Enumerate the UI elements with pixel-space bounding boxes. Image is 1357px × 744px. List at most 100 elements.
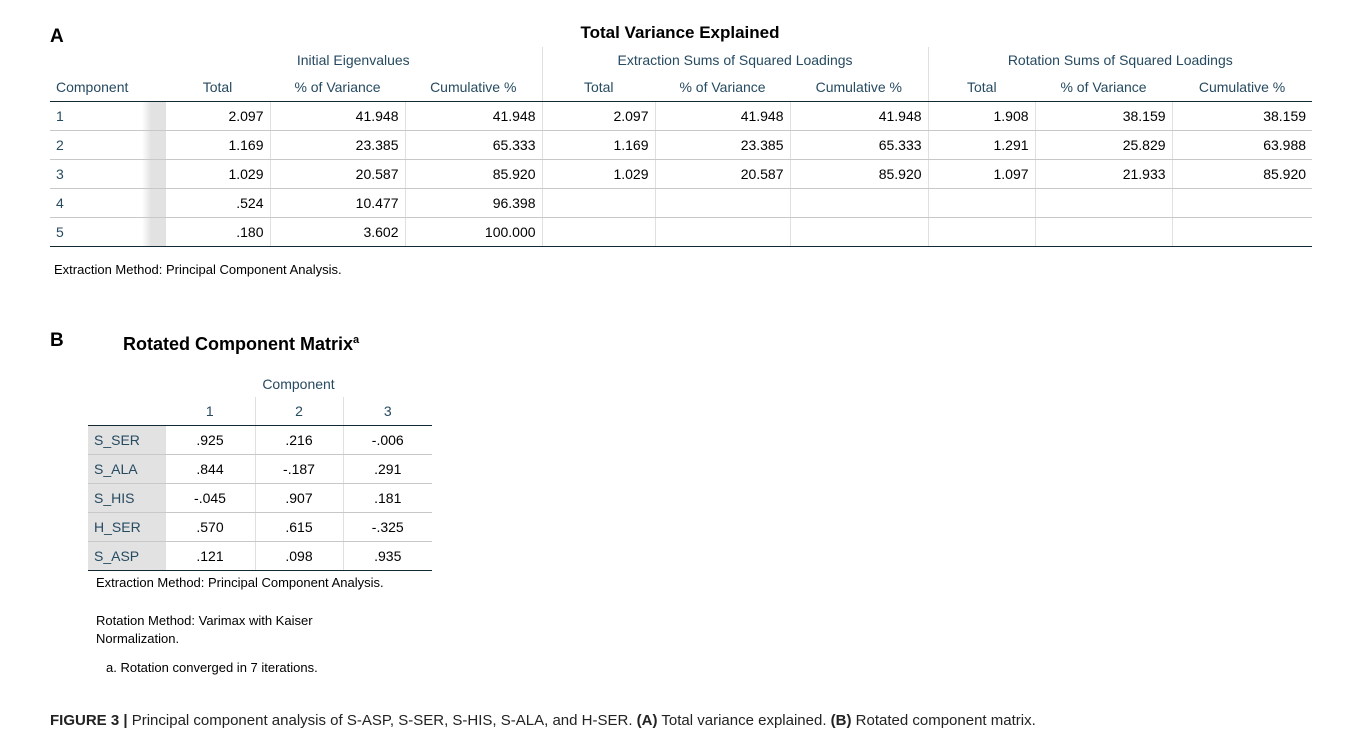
row-label: 2	[50, 130, 165, 160]
cell	[1171, 217, 1313, 247]
cell	[789, 217, 929, 247]
header-cell	[88, 397, 165, 426]
row-label: 1	[50, 101, 165, 131]
cell	[541, 188, 656, 218]
cell: -.187	[254, 454, 343, 484]
caption-text: Total variance explained.	[661, 712, 827, 729]
component-matrix: Component 1 2 3 S_SER .925.216 -.006 S_ALA .844-…	[88, 371, 433, 571]
table-row: 3 1.029 20.587 85.920 1.029 20.587 85.920 1.097…	[50, 159, 1313, 189]
column-header: % of Variance	[1035, 73, 1173, 102]
cell: .935	[342, 541, 433, 571]
column-header: Component	[50, 73, 165, 102]
cell: 20.587	[269, 159, 405, 189]
cell: .844	[164, 454, 255, 484]
column-header: 1	[165, 397, 255, 426]
row-label: S_ASP	[88, 541, 165, 571]
header-cell	[50, 47, 165, 73]
cell	[927, 217, 1036, 247]
cell	[541, 217, 656, 247]
group-header: Component	[262, 376, 335, 392]
cell: .524	[164, 188, 270, 218]
group-header-row: Component	[88, 371, 432, 397]
caption-text: Principal component analysis of S-ASP, S…	[131, 712, 633, 729]
table-row: 2 1.169 23.385 65.333 1.169 23.385 65.333 1.291…	[50, 130, 1313, 160]
cell: .291	[342, 454, 433, 484]
cell: 63.988	[1171, 130, 1313, 160]
caption: FIGURE 3 | Principal component analysis …	[50, 712, 1036, 729]
column-header: Total	[927, 73, 1036, 102]
cell: 25.829	[1034, 130, 1173, 160]
cell: -.045	[164, 483, 255, 513]
cell: 41.948	[404, 101, 543, 131]
column-header-row: Component Total% of Variance Cumulative % T…	[50, 73, 1313, 102]
cell: 38.159	[1171, 101, 1313, 131]
column-header: Cumulative %	[1172, 73, 1313, 102]
cell	[654, 217, 791, 247]
cell	[654, 188, 791, 218]
cell: 41.948	[654, 101, 791, 131]
caption-text: Rotated component matrix.	[855, 712, 1036, 729]
cell: 65.333	[404, 130, 543, 160]
table-row: S_SER .925.216 -.006	[88, 425, 433, 455]
cell: 21.933	[1034, 159, 1173, 189]
cell: .121	[164, 541, 255, 571]
footnote: a. Rotation converged in 7 iterations.	[106, 660, 318, 675]
row-label: H_SER	[88, 512, 165, 542]
cell: 1.908	[927, 101, 1036, 131]
cell: 38.159	[1034, 101, 1173, 131]
cell: 2.097	[541, 101, 656, 131]
cell: .181	[342, 483, 433, 513]
title-sup: a	[353, 334, 360, 346]
cell: 85.920	[1171, 159, 1313, 189]
cell: 23.385	[654, 130, 791, 160]
table-row: 5.180 3.602 100.000	[50, 217, 1313, 247]
column-header: Total	[165, 73, 270, 102]
footnote: Rotation Method: Varimax with Kaiser Nor…	[96, 613, 313, 646]
cell: .907	[254, 483, 343, 513]
cell: 10.477	[269, 188, 405, 218]
table-row: 1 2.097 41.948 41.948 2.097 41.948 41.948 1.908…	[50, 101, 1313, 131]
caption-label: (A)	[636, 712, 658, 729]
cell: 41.948	[269, 101, 405, 131]
cell: .216	[254, 425, 343, 455]
cell: -.325	[342, 512, 433, 542]
title-text: Rotated Component Matrix	[123, 334, 354, 354]
cell: 3.602	[269, 217, 405, 247]
cell: -.006	[342, 425, 433, 455]
cell	[927, 188, 1036, 218]
cell: 1.029	[164, 159, 270, 189]
cell: 96.398	[404, 188, 543, 218]
row-label: S_HIS	[88, 483, 165, 513]
table-row: 4.524 10.477 96.398	[50, 188, 1313, 218]
cell: .098	[254, 541, 343, 571]
column-header: Cumulative %	[790, 73, 929, 102]
header-cell	[88, 371, 165, 397]
caption-label: FIGURE 3 |	[50, 712, 128, 729]
cell	[1171, 188, 1313, 218]
cell: 1.291	[927, 130, 1036, 160]
cell	[1034, 217, 1173, 247]
cell	[1034, 188, 1173, 218]
group-header-row: Initial Eigenvalues Extraction Sums of Sq…	[50, 47, 1313, 73]
cell: 100.000	[404, 217, 543, 247]
cell: .180	[164, 217, 270, 247]
row-label: 3	[50, 159, 165, 189]
column-header: % of Variance	[655, 73, 791, 102]
table-title: Total Variance Explained	[580, 23, 780, 42]
column-header: 3	[342, 397, 433, 426]
table-title: Rotated Component Matrixa	[123, 334, 359, 355]
row-label: S_SER	[88, 425, 165, 455]
column-header: % of Variance	[270, 73, 405, 102]
row-label: 4	[50, 188, 165, 218]
cell: 20.587	[654, 159, 791, 189]
group-header: Extraction Sums of Squared Loadings	[541, 47, 929, 73]
group-header: Rotation Sums of Squared Loadings	[927, 47, 1313, 73]
row-label: S_ALA	[88, 454, 165, 484]
row-label: 5	[50, 217, 165, 247]
cell: 1.169	[541, 130, 656, 160]
panel-letter: B	[50, 330, 64, 351]
cell: 85.920	[789, 159, 929, 189]
footnote: Extraction Method: Principal Component A…	[96, 575, 384, 590]
